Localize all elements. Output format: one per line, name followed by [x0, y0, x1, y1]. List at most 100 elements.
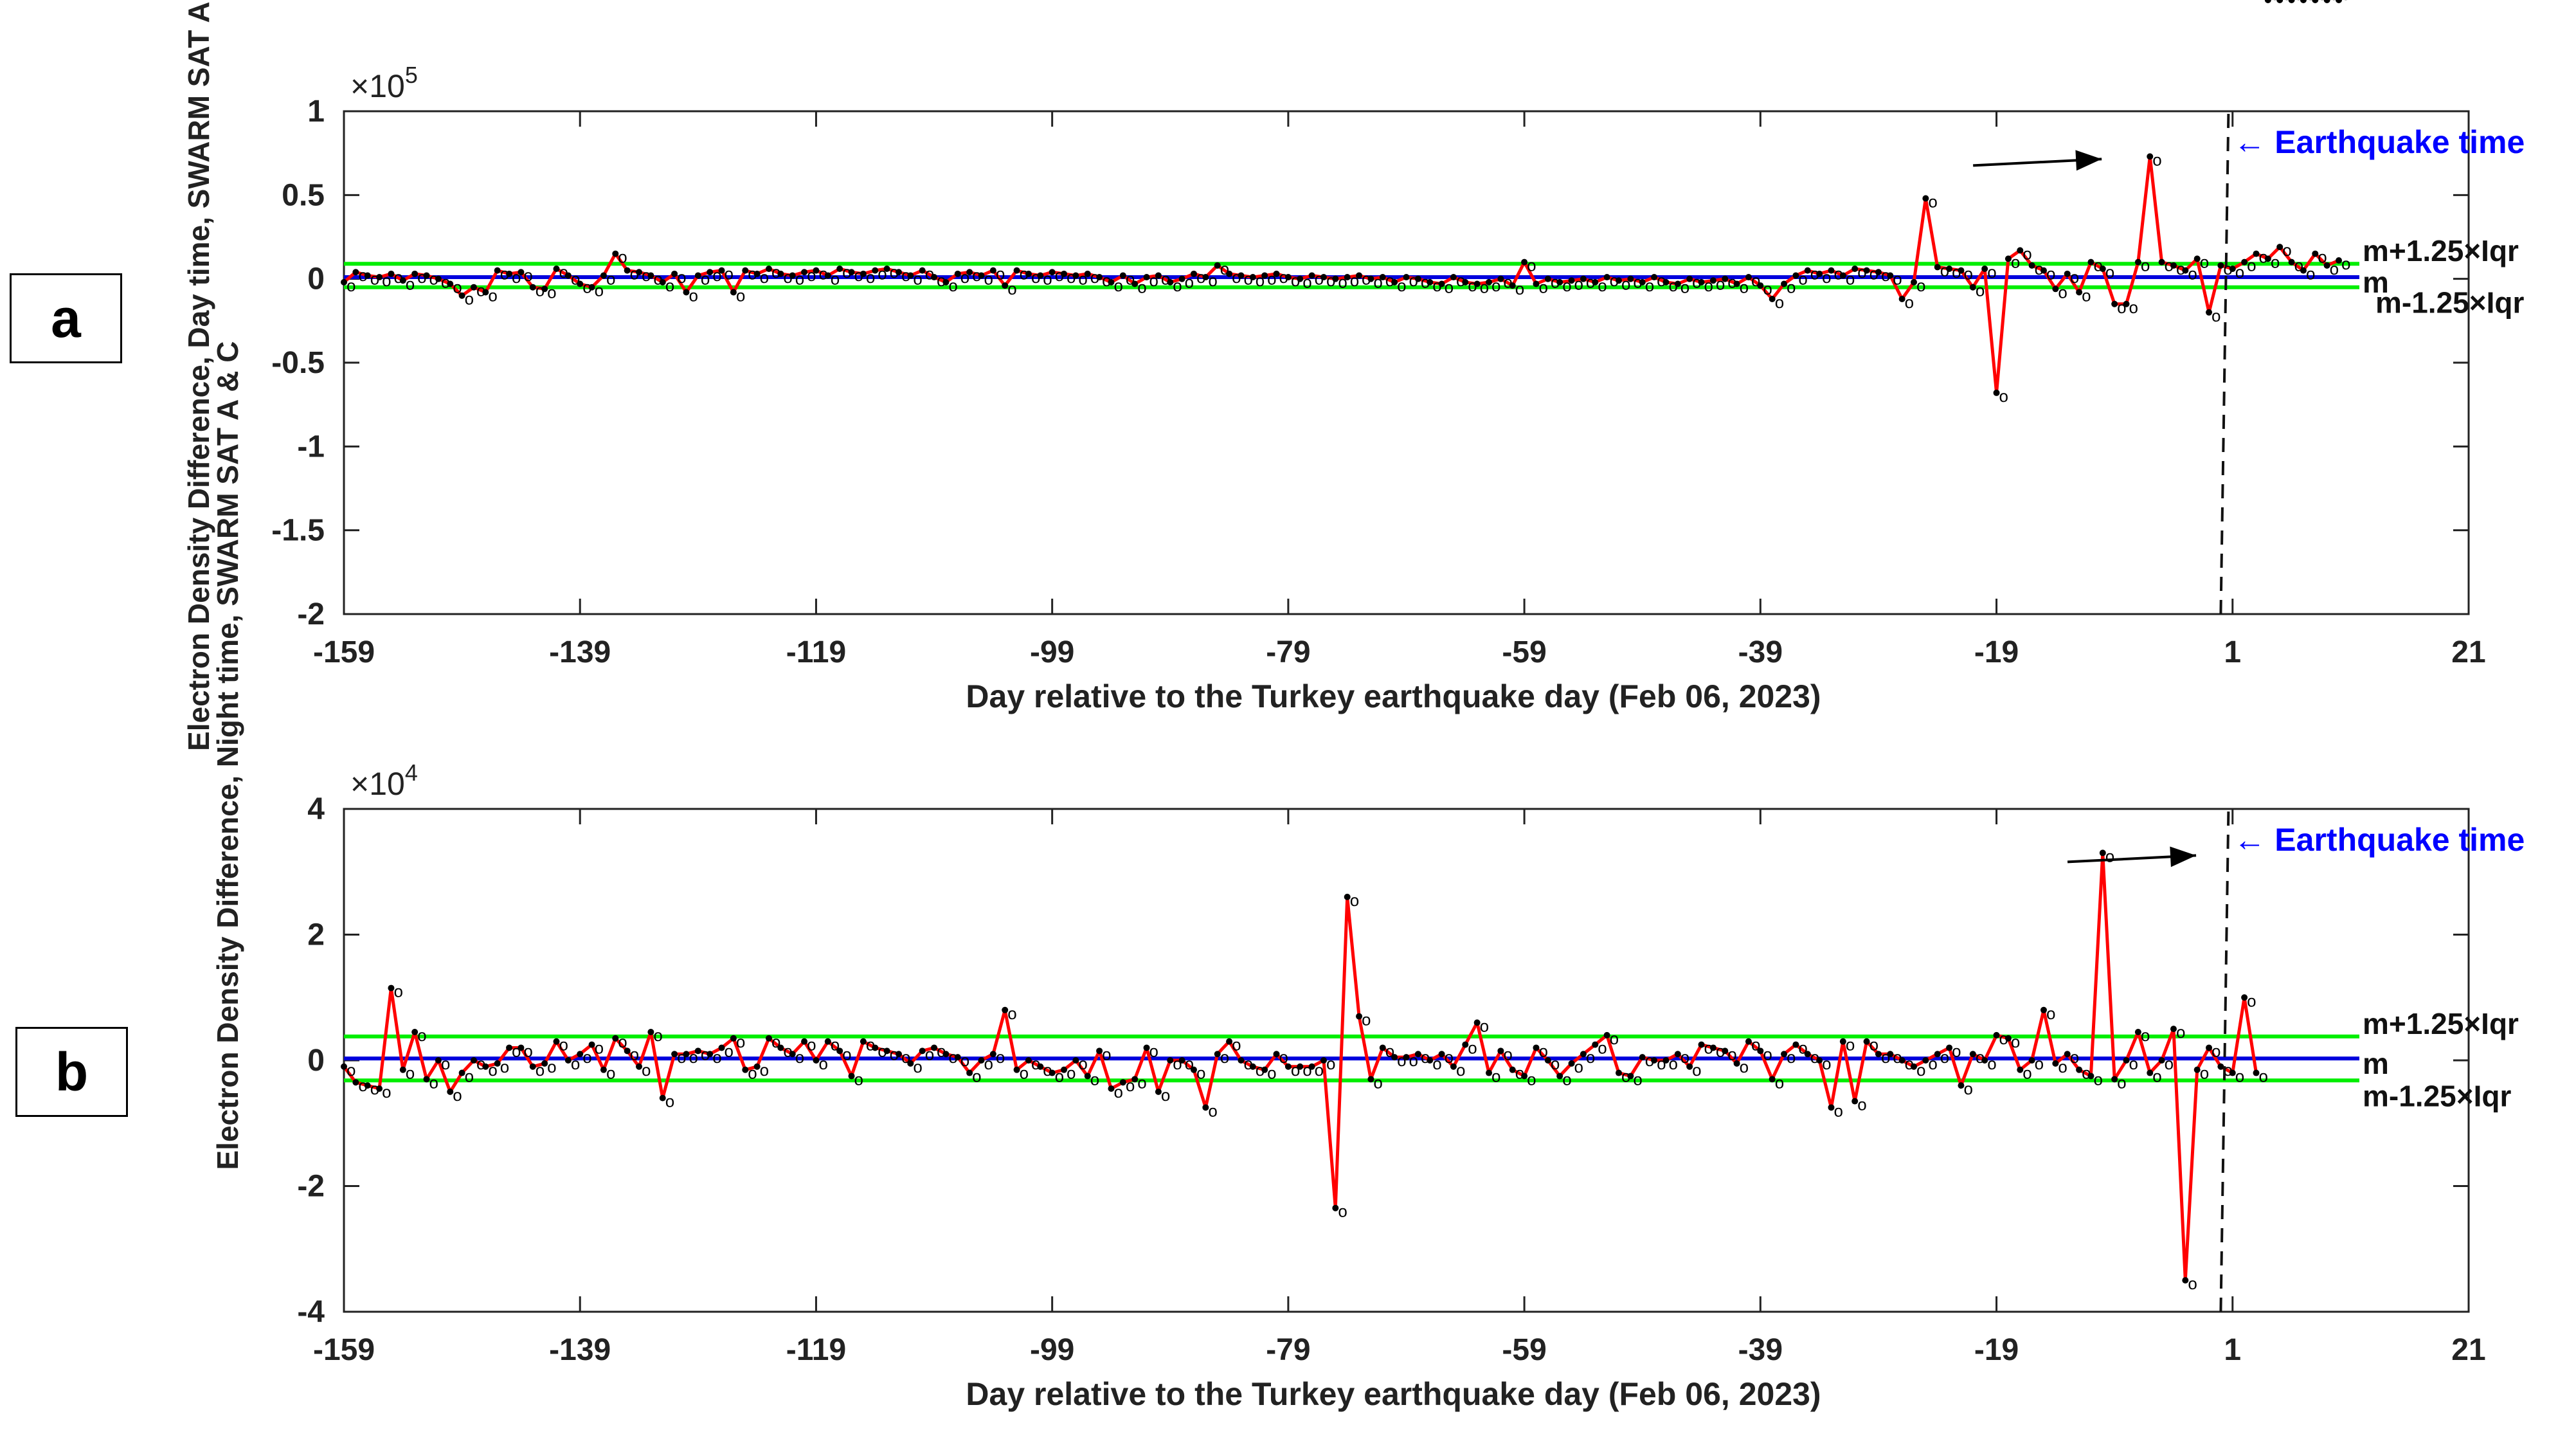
data-point-marker: o: [2341, 254, 2350, 273]
data-point: [1934, 264, 1941, 271]
data-point-marker: o: [1456, 271, 1465, 290]
data-point: [636, 1063, 643, 1070]
data-point: [1993, 1031, 2000, 1038]
data-point-marker: o: [1940, 260, 1949, 280]
data-point: [1226, 1038, 1233, 1045]
data-point: [1509, 1066, 1516, 1073]
data-point-marker: o: [725, 1041, 734, 1060]
data-point: [1911, 1063, 1918, 1070]
data-point-marker: o: [1421, 273, 1430, 292]
data-point: [2312, 250, 2319, 257]
data-point: [1875, 269, 1882, 276]
y-tick-label: 0: [307, 262, 325, 296]
data-point: [1061, 270, 1068, 277]
data-point-marker: o: [512, 1041, 521, 1060]
data-point-marker: o: [1798, 269, 1807, 288]
data-point: [1733, 1060, 1740, 1067]
data-point-marker: o: [2282, 240, 2291, 260]
data-point-marker: o: [1421, 1047, 1430, 1067]
data-point: [1344, 893, 1351, 900]
data-point-marker: o: [2141, 1026, 2150, 1045]
data-point: [919, 267, 926, 274]
data-point: [399, 1066, 406, 1073]
x-tick-label: -99: [1030, 1333, 1074, 1367]
data-point-marker: o: [1928, 192, 1937, 212]
data-point: [553, 266, 560, 273]
data-point-marker: o: [2070, 267, 2079, 287]
data-point: [766, 266, 772, 273]
data-point: [872, 267, 879, 274]
data-point: [2099, 266, 2106, 273]
data-point-marker: o: [2152, 150, 2161, 169]
data-point-marker: o: [1680, 277, 1689, 296]
upper-bound-label: m+1.25×Iqr: [2363, 1007, 2519, 1040]
data-point: [2147, 1069, 2154, 1076]
y-axis-label: Electron Density Difference, Day time, S…: [182, 0, 215, 751]
data-point-marker: o: [618, 1032, 627, 1051]
data-point-marker: o: [1468, 1038, 1477, 1058]
data-point: [2264, 0, 2271, 3]
data-point: [954, 270, 961, 277]
data-point: [718, 1044, 725, 1051]
data-point: [718, 267, 725, 274]
data-point-marker: o: [1928, 1054, 1937, 1073]
data-point-marker: o: [1031, 267, 1040, 287]
data-point-marker: o: [1834, 264, 1843, 284]
data-point-marker: o: [1538, 1041, 1547, 1060]
data-point-marker: o: [2082, 286, 2091, 305]
data-point-marker: o: [1538, 277, 1547, 296]
data-point-marker: o: [630, 1044, 639, 1064]
data-point-marker: o: [1220, 1047, 1229, 1067]
data-point: [612, 1035, 619, 1042]
data-point-marker: o: [854, 1069, 863, 1089]
data-point-marker: o: [358, 266, 367, 285]
data-point-marker: o: [1232, 267, 1241, 287]
data-point-marker: o: [1787, 1047, 1796, 1067]
data-point: [1191, 270, 1197, 277]
data-point-marker: o: [453, 1085, 462, 1105]
data-point: [1297, 1063, 1304, 1070]
data-point: [2064, 270, 2071, 277]
data-point-marker: o: [1668, 276, 1677, 295]
data-point: [1958, 1082, 1965, 1089]
data-point: [1993, 389, 2000, 396]
data-point: [1486, 1069, 1493, 1076]
data-point: [1946, 266, 1953, 273]
data-point: [577, 280, 584, 287]
x-tick-label: -39: [1738, 1333, 1783, 1367]
data-point: [1934, 1051, 1941, 1058]
data-point-marker: o: [1432, 276, 1441, 295]
data-point: [813, 267, 820, 274]
data-point-marker: o: [1315, 269, 1324, 288]
data-point: [2229, 1069, 2236, 1076]
data-point-marker: o: [831, 269, 840, 288]
earthquake-time-label: ← Earthquake time: [2233, 822, 2525, 858]
data-point-marker: o: [736, 286, 745, 305]
data-point-marker: o: [1243, 1054, 1252, 1073]
data-point-marker: o: [1976, 281, 1985, 300]
data-point-marker: o: [1445, 1047, 1454, 1067]
data-point: [541, 1060, 548, 1067]
data-point-marker: o: [665, 1092, 674, 1111]
data-point: [931, 1044, 938, 1051]
data-point: [1025, 1057, 1032, 1064]
data-point: [1958, 267, 1965, 274]
data-point-marker: o: [1090, 1069, 1099, 1089]
data-point-marker: o: [1987, 1054, 1996, 1073]
data-point-marker: o: [1491, 1067, 1500, 1086]
data-point-marker: o: [1621, 1067, 1630, 1086]
data-point-marker: o: [890, 1044, 899, 1064]
data-point: [1851, 266, 1859, 273]
x-tick-label: -59: [1502, 635, 1546, 669]
data-point: [447, 1088, 454, 1095]
data-point-marker: o: [1905, 1054, 1914, 1073]
data-point: [2076, 1066, 2083, 1073]
data-point-marker: o: [2330, 259, 2339, 278]
data-point-marker: o: [1232, 1035, 1241, 1055]
data-point: [1202, 274, 1209, 281]
data-point-marker: o: [1007, 279, 1016, 298]
data-point-marker: o: [1857, 1095, 1866, 1114]
data-point-marker: o: [1598, 1038, 1607, 1058]
data-point: [1486, 278, 1493, 285]
data-point-marker: o: [2341, 0, 2350, 4]
